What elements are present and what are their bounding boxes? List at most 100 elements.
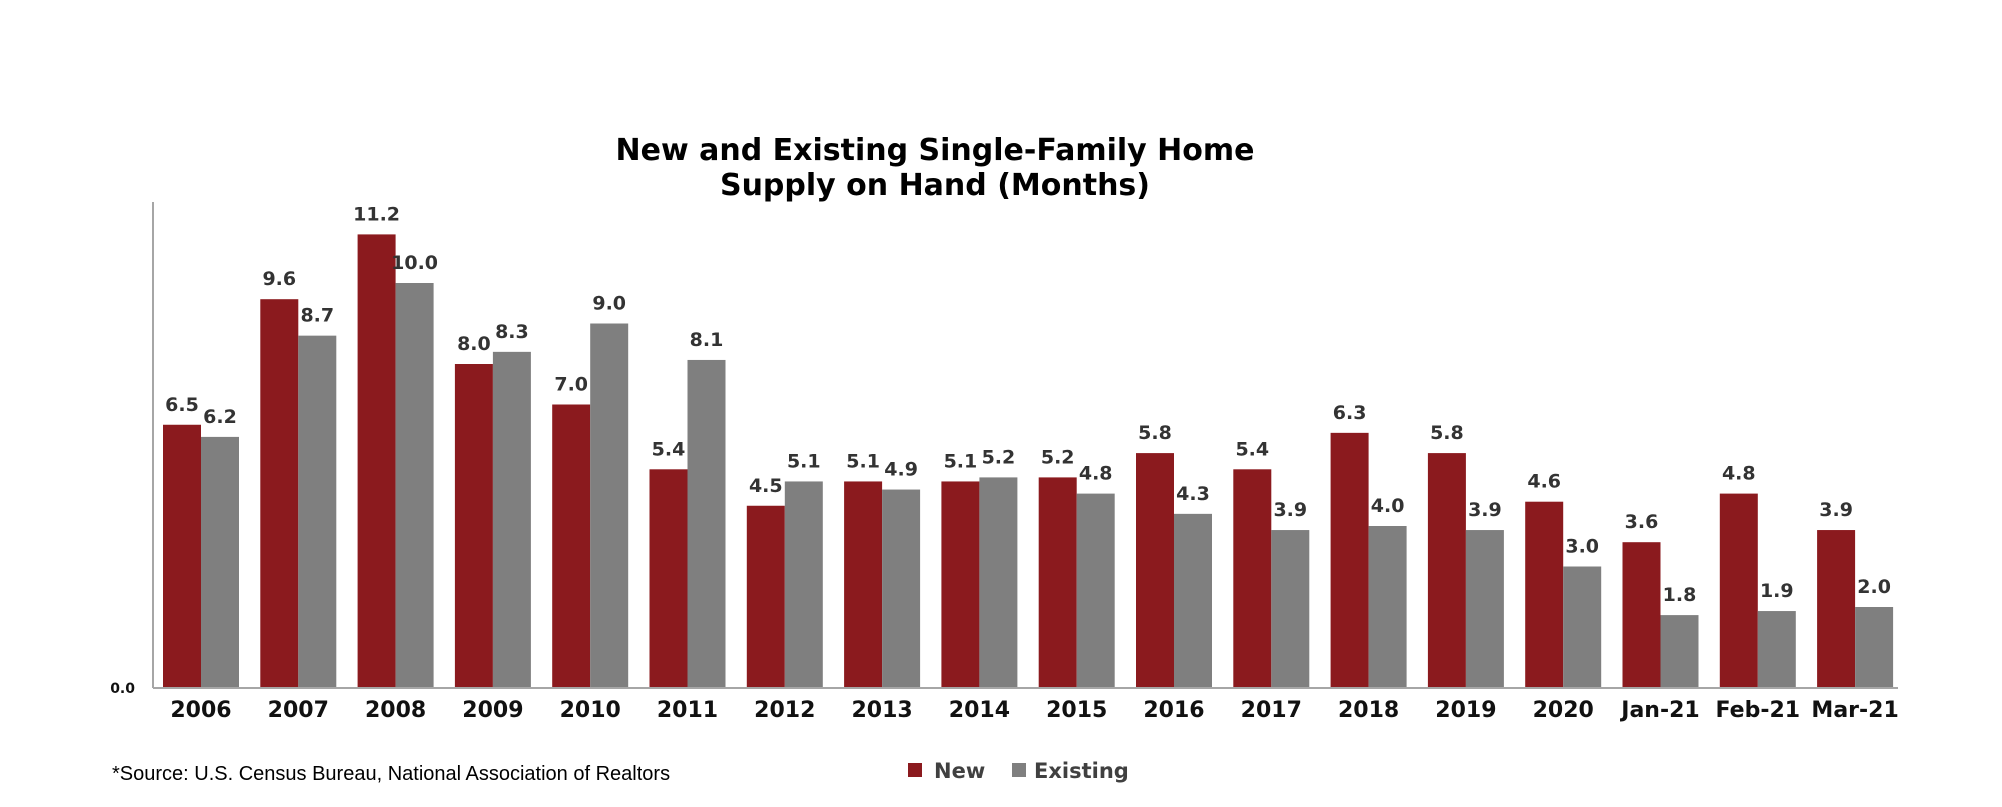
bar-new-feb-21 bbox=[1719, 493, 1758, 688]
x-tick-label-2008: 2008 bbox=[365, 698, 426, 723]
x-tick-label-2009: 2009 bbox=[462, 698, 523, 723]
bar-existing-2017 bbox=[1271, 530, 1310, 688]
x-tick-label-2020: 2020 bbox=[1533, 698, 1594, 723]
x-tick-label-2018: 2018 bbox=[1338, 698, 1399, 723]
x-tick-label-2014: 2014 bbox=[949, 698, 1010, 723]
value-label-existing-jan-21: 1.8 bbox=[1663, 584, 1697, 606]
bar-existing-2018 bbox=[1368, 526, 1407, 688]
bar-existing-2006 bbox=[201, 436, 239, 688]
bar-new-2011 bbox=[649, 469, 688, 688]
value-label-new-2009: 8.0 bbox=[457, 333, 491, 355]
legend-swatch-new bbox=[908, 763, 922, 777]
bar-new-mar-21 bbox=[1817, 530, 1856, 688]
bar-existing-2007 bbox=[298, 335, 337, 688]
plot-area: 6.56.2 9.68.7 11.2 10.0 8.08.3 7.0 9.0 5.4 8.1 4.… bbox=[163, 203, 1894, 688]
value-label-new-2010: 7.0 bbox=[554, 374, 588, 396]
bar-new-2015 bbox=[1038, 477, 1077, 688]
y-tick-label: 0.0 bbox=[110, 681, 135, 697]
bar-existing-2009 bbox=[492, 351, 531, 688]
x-tick-label-mar-21: Mar-21 bbox=[1811, 698, 1898, 723]
value-label-new-2012: 4.5 bbox=[749, 475, 783, 497]
value-label-new-feb-21: 4.8 bbox=[1722, 463, 1756, 485]
bar-existing-2011 bbox=[687, 359, 726, 688]
x-tick-label-2006: 2006 bbox=[170, 698, 231, 723]
bar-existing-jan-21 bbox=[1660, 615, 1699, 688]
x-tick-label-2016: 2016 bbox=[1143, 698, 1204, 723]
value-label-existing-2013: 4.9 bbox=[884, 459, 918, 481]
bar-existing-2016 bbox=[1174, 513, 1212, 688]
legend-label-new: New bbox=[934, 759, 985, 783]
x-tick-label-2017: 2017 bbox=[1241, 698, 1302, 723]
bar-new-2017 bbox=[1233, 469, 1272, 688]
legend-label-existing: Existing bbox=[1034, 759, 1129, 783]
bar-existing-2020 bbox=[1563, 566, 1602, 688]
value-label-new-jan-21: 3.6 bbox=[1625, 511, 1659, 533]
bar-existing-2010 bbox=[590, 323, 629, 688]
x-tick-label-2007: 2007 bbox=[268, 698, 329, 723]
bar-new-2006 bbox=[163, 424, 201, 688]
x-tick-label-2013: 2013 bbox=[851, 698, 912, 723]
value-label-existing-2006: 6.2 bbox=[203, 406, 237, 428]
x-tick-labels: 2006 2007 2008 2009 2010 2011 2012 2013 2014 2015… bbox=[170, 698, 1898, 723]
value-label-new-2007: 9.6 bbox=[262, 268, 296, 290]
x-tick-label-2015: 2015 bbox=[1046, 698, 1107, 723]
bar-existing-2008 bbox=[395, 283, 434, 688]
value-label-existing-2009: 8.3 bbox=[495, 321, 529, 343]
x-tick-label-jan-21: Jan-21 bbox=[1619, 698, 1699, 723]
bar-new-2016 bbox=[1136, 453, 1174, 688]
bar-new-2014 bbox=[941, 481, 980, 688]
value-label-new-2018: 6.3 bbox=[1333, 402, 1367, 424]
bar-existing-2012 bbox=[784, 481, 823, 688]
bar-existing-2019 bbox=[1465, 530, 1504, 688]
bar-existing-feb-21 bbox=[1757, 611, 1796, 688]
bar-new-2010 bbox=[552, 404, 591, 688]
value-label-existing-2010: 9.0 bbox=[592, 293, 626, 315]
value-label-new-2008: 11.2 bbox=[353, 203, 400, 225]
value-label-existing-2016: 4.3 bbox=[1176, 483, 1210, 505]
legend: New Existing bbox=[908, 759, 1129, 783]
bar-new-2008 bbox=[357, 234, 396, 688]
value-label-existing-2011: 8.1 bbox=[690, 329, 724, 351]
value-label-new-2019: 5.8 bbox=[1430, 422, 1464, 444]
chart-title-line-2: Supply on Hand (Months) bbox=[720, 168, 1150, 203]
bar-new-2007 bbox=[260, 299, 299, 688]
value-label-existing-2017: 3.9 bbox=[1273, 499, 1307, 521]
bar-existing-mar-21 bbox=[1855, 607, 1894, 688]
value-label-new-2006: 6.5 bbox=[165, 394, 199, 416]
value-label-existing-2007: 8.7 bbox=[300, 305, 334, 327]
value-label-new-2014: 5.1 bbox=[944, 450, 978, 472]
bar-new-2012 bbox=[746, 505, 785, 688]
value-label-existing-2014: 5.2 bbox=[982, 446, 1016, 468]
bar-new-2020 bbox=[1525, 501, 1564, 688]
bar-new-2018 bbox=[1330, 432, 1369, 688]
legend-swatch-existing bbox=[1012, 763, 1026, 777]
x-tick-label-2019: 2019 bbox=[1435, 698, 1496, 723]
bar-existing-2014 bbox=[979, 477, 1018, 688]
value-label-new-2017: 5.4 bbox=[1235, 438, 1269, 460]
value-label-new-2015: 5.2 bbox=[1041, 446, 1075, 468]
bar-existing-2013 bbox=[882, 489, 921, 688]
value-label-existing-mar-21: 2.0 bbox=[1857, 576, 1891, 598]
source-note: *Source: U.S. Census Bureau, National As… bbox=[112, 763, 670, 785]
chart-title-line-1: New and Existing Single-Family Home bbox=[616, 133, 1255, 168]
value-label-existing-2020: 3.0 bbox=[1565, 536, 1599, 558]
value-label-existing-2015: 4.8 bbox=[1079, 463, 1113, 485]
x-tick-label-feb-21: Feb-21 bbox=[1716, 698, 1801, 723]
x-tick-label-2012: 2012 bbox=[754, 698, 815, 723]
bar-existing-2015 bbox=[1076, 493, 1115, 688]
value-label-existing-2019: 3.9 bbox=[1468, 499, 1502, 521]
x-tick-label-2011: 2011 bbox=[657, 698, 718, 723]
value-label-new-2020: 4.6 bbox=[1527, 471, 1561, 493]
bar-new-2019 bbox=[1427, 453, 1466, 688]
value-label-new-2013: 5.1 bbox=[846, 450, 880, 472]
x-tick-label-2010: 2010 bbox=[560, 698, 621, 723]
bar-new-jan-21 bbox=[1622, 542, 1661, 688]
value-label-existing-feb-21: 1.9 bbox=[1760, 580, 1794, 602]
bar-new-2013 bbox=[844, 481, 883, 688]
value-label-new-2016: 5.8 bbox=[1138, 422, 1172, 444]
value-label-existing-2008: 10.0 bbox=[391, 252, 438, 274]
value-label-new-2011: 5.4 bbox=[652, 438, 686, 460]
bar-new-2009 bbox=[454, 364, 493, 688]
